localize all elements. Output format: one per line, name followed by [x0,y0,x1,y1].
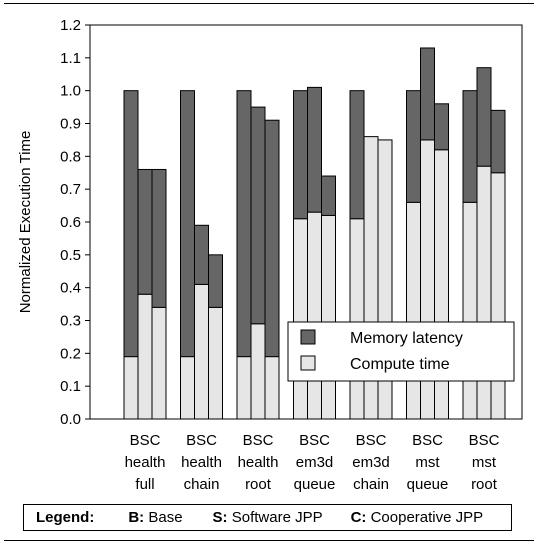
bar-chart: 0.00.10.20.30.40.50.60.70.80.91.01.11.2 … [17,17,523,493]
footer-legend-title: Legend: [36,509,95,526]
y-axis-label: Normalized Execution Time [17,131,34,314]
bar-memory-latency [490,109,506,174]
legend-label: Compute time [350,356,450,373]
x-tick-label: BSC [186,432,217,449]
y-tick-label: 0.7 [60,181,81,198]
x-tick-label: BSC [130,432,161,449]
y-tick-label: 1.0 [60,83,81,100]
legend-box [287,321,515,382]
x-tick-label: health [181,454,222,471]
bar-memory-latency [123,90,139,358]
x-tick-label: BSC [469,432,500,449]
y-tick-label: 0.4 [60,280,81,297]
footer-legend-base-key: B: [128,509,145,526]
footer-legend-cooperative-key: C: [350,509,367,526]
bar-compute-time [349,218,365,420]
x-tick-label: queue [407,476,449,493]
x-axis-labels: BSC health full BSC health chain BSC health root… [125,432,500,493]
bar-compute-time [194,283,209,420]
bar-memory-latency [307,86,322,213]
x-tick-label: chain [353,476,389,493]
footer-legend-cooperative-text: Cooperative JPP [370,509,484,526]
footer-legend-software: S: Software JPP [213,509,323,526]
x-tick-label: em3d [352,454,390,471]
footer-legend-software-key: S: [212,509,228,526]
bar-compute-time [250,323,266,420]
x-tick-label: mst [472,454,497,471]
plot-frame [89,24,523,420]
legend-label: Memory latency [350,330,463,347]
bar-memory-latency [137,168,153,295]
y-tick-label: 0.9 [60,116,81,133]
x-tick-label: full [135,476,154,493]
bottom-rule [4,540,534,541]
bar-memory-latency [236,90,252,358]
x-tick-label: root [471,476,498,493]
bar-compute-time [490,172,506,420]
y-tick-label: 0.6 [60,214,81,231]
footer-legend-base: B: Base [128,509,182,526]
bar-compute-time [208,306,223,420]
bar-memory-latency [180,90,195,358]
footer-legend: Legend: B: Base S: Software JPP C: Coope… [23,504,512,531]
y-tick-label: 0.5 [60,247,81,264]
bar-memory-latency [434,103,449,151]
bar-compute-time [137,293,153,420]
bar-compute-time [462,201,478,420]
x-tick-label: em3d [296,454,334,471]
bar-compute-time [180,356,195,420]
y-axis-ticks: 0.0 0.1 0.2 0.3 0.4 0.5 0.6 0.7 0.8 0.9 1.0 1.1 1.2 [60,17,90,428]
x-tick-label: BSC [299,432,330,449]
x-tick-label: chain [184,476,220,493]
chart-legend: Memory latency Compute time [287,321,515,382]
legend-swatch [300,355,316,371]
bar-memory-latency [462,90,478,203]
bar-memory-latency [420,47,435,141]
y-tick-label: 0.2 [60,345,81,362]
y-tick-label: 1.2 [60,17,81,34]
bar-memory-latency [406,90,421,203]
x-tick-label: BSC [412,432,443,449]
bar-memory-latency [194,224,209,285]
footer-legend-cooperative: C: Cooperative JPP [351,509,484,526]
bar-memory-latency [208,254,223,308]
bar-memory-latency [293,90,308,220]
bar-memory-latency [250,106,266,325]
bar-compute-time [307,211,322,420]
bar-memory-latency [476,67,492,167]
bar-compute-time [321,214,336,420]
bar-compute-time [236,356,252,420]
x-tick-label: health [125,454,166,471]
x-tick-label: root [245,476,272,493]
bar-memory-latency [321,175,336,216]
y-tick-label: 0.8 [60,148,81,165]
bar-compute-time [123,356,139,420]
bar-compute-time [293,218,308,420]
bar-memory-latency [349,90,365,220]
legend-swatch [300,329,316,345]
x-tick-label: BSC [356,432,387,449]
bar-memory-latency [151,168,167,308]
x-tick-label: health [238,454,279,471]
y-tick-label: 0.1 [60,378,81,395]
bar-compute-time [264,356,280,420]
y-tick-label: 1.1 [60,50,81,67]
top-rule [4,3,534,4]
bar-compute-time [151,306,167,420]
y-tick-label: 0.3 [60,313,81,330]
footer-legend-base-text: Base [148,509,183,526]
bar-compute-time [406,201,421,420]
footer-legend-software-text: Software JPP [231,509,323,526]
x-tick-label: BSC [243,432,274,449]
bar-memory-latency [264,119,280,358]
x-tick-label: queue [294,476,336,493]
x-tick-label: mst [415,454,440,471]
y-tick-label: 0.0 [60,411,81,428]
